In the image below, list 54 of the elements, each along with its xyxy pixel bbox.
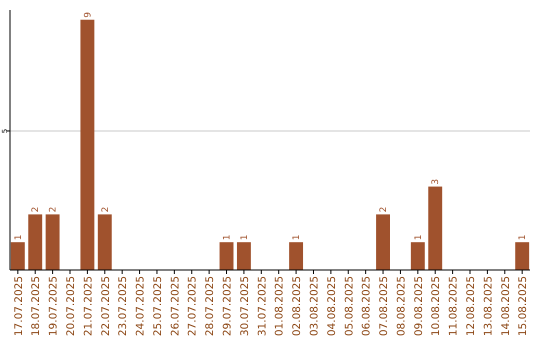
x-tick-label: 20.07.2025 xyxy=(65,276,77,336)
x-tick-label: 21.07.2025 xyxy=(82,276,94,336)
data-label: 2 xyxy=(48,206,59,212)
x-tick-label: 03.08.2025 xyxy=(308,276,320,336)
x-tick-label: 26.07.2025 xyxy=(169,276,182,336)
x-tick-label: 07.08.2025 xyxy=(378,276,390,336)
bar xyxy=(428,186,442,270)
bar xyxy=(410,242,425,270)
data-label: 1 xyxy=(240,234,250,240)
bar xyxy=(376,214,390,270)
x-tick-label: 02.08.2025 xyxy=(291,276,304,336)
x-tick-label: 04.08.2025 xyxy=(326,276,338,336)
bar xyxy=(10,242,25,270)
bar xyxy=(289,242,304,270)
bar xyxy=(220,242,234,270)
data-label: 2 xyxy=(100,206,111,212)
x-tick-label: 05.08.2025 xyxy=(343,276,356,336)
bar xyxy=(98,214,112,270)
bar xyxy=(28,214,42,270)
x-tick-label: 27.07.2025 xyxy=(186,276,199,336)
x-tick-label: 28.07.2025 xyxy=(204,276,216,336)
data-label: 1 xyxy=(222,234,233,240)
data-label: 1 xyxy=(292,234,302,240)
x-tick-label: 13.08.2025 xyxy=(482,276,494,336)
x-tick-label: 09.08.2025 xyxy=(412,276,425,336)
x-tick-label: 14.08.2025 xyxy=(500,276,512,336)
bar xyxy=(515,242,530,270)
x-tick-label: 24.07.2025 xyxy=(134,276,147,336)
data-label: 2 xyxy=(31,206,42,212)
x-tick-label: 23.07.2025 xyxy=(117,276,130,336)
x-tick-label: 25.07.2025 xyxy=(152,276,164,336)
x-tick-label: 29.07.2025 xyxy=(222,276,234,336)
data-label: 1 xyxy=(14,234,24,240)
x-tick-label: 08.08.2025 xyxy=(395,276,408,336)
data-label: 2 xyxy=(379,206,390,212)
bar xyxy=(80,20,94,270)
data-label: 3 xyxy=(431,178,442,185)
data-label: 1 xyxy=(518,234,528,240)
x-tick-label: 01.08.2025 xyxy=(274,276,286,336)
x-tick-label: 06.08.2025 xyxy=(360,276,373,336)
x-tick-label: 12.08.2025 xyxy=(465,276,477,336)
x-tick-label: 30.07.2025 xyxy=(238,276,251,336)
x-tick-label: 18.07.2025 xyxy=(30,276,42,336)
x-tick-label: 31.07.2025 xyxy=(256,276,268,336)
data-label: 1 xyxy=(414,234,424,240)
x-tick-label: 19.07.2025 xyxy=(48,276,60,336)
bar xyxy=(236,242,251,270)
x-tick-label: 15.08.2025 xyxy=(517,276,530,336)
x-tick-label: 22.07.2025 xyxy=(100,276,112,336)
data-label: 9 xyxy=(83,12,94,18)
bar xyxy=(46,214,60,270)
x-tick-label: 11.08.2025 xyxy=(448,276,460,336)
x-tick-label: 10.08.2025 xyxy=(430,276,442,336)
x-tick-label: 17.07.2025 xyxy=(12,276,25,336)
